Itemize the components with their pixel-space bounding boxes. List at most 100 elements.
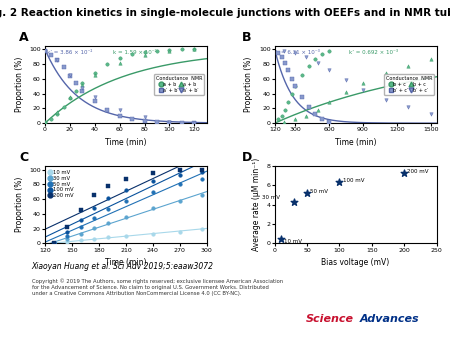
Point xyxy=(104,220,112,225)
Point xyxy=(91,225,98,231)
Point xyxy=(54,110,61,115)
Point xyxy=(278,113,285,119)
Point xyxy=(405,63,412,68)
Point xyxy=(48,116,55,121)
Text: Advances: Advances xyxy=(360,314,419,324)
Point xyxy=(166,119,173,124)
Point xyxy=(91,98,99,104)
Point xyxy=(405,104,412,110)
Point xyxy=(122,176,130,182)
Point xyxy=(176,229,184,234)
Point xyxy=(54,112,61,117)
Point xyxy=(104,107,111,113)
Point xyxy=(64,230,71,235)
Point xyxy=(116,107,123,113)
Point xyxy=(278,236,285,241)
Point xyxy=(427,111,434,116)
Point xyxy=(91,236,98,242)
Legend: a + b, a′ + b′, a + b, a′ + b′: a + b, a′ + b′, a + b, a′ + b′ xyxy=(154,74,204,95)
Point xyxy=(298,72,306,78)
Point xyxy=(199,176,206,182)
Point xyxy=(116,113,123,119)
Point xyxy=(50,241,58,246)
Point xyxy=(166,120,173,126)
Point xyxy=(303,113,310,119)
Point xyxy=(382,70,389,76)
Point xyxy=(66,95,73,101)
Text: C: C xyxy=(19,151,28,164)
Point xyxy=(60,64,67,70)
Point xyxy=(50,241,58,246)
Point xyxy=(176,182,184,187)
Point xyxy=(325,100,333,105)
Point xyxy=(41,48,49,53)
Point xyxy=(153,120,161,125)
Point xyxy=(292,83,299,89)
Point xyxy=(79,88,86,93)
Point xyxy=(199,169,206,174)
Point xyxy=(427,56,434,62)
Point xyxy=(360,80,367,85)
Point xyxy=(66,95,73,100)
Point xyxy=(116,55,123,61)
Text: k = 1.59 × 10⁻²: k = 1.59 × 10⁻² xyxy=(113,49,157,54)
Legend: 10 mV, 30 mV, 50 mV, 100 mV, 200 mV: 10 mV, 30 mV, 50 mV, 100 mV, 200 mV xyxy=(48,168,75,200)
Text: A: A xyxy=(19,31,29,44)
Point xyxy=(312,111,319,116)
Point xyxy=(305,104,312,110)
Point xyxy=(122,233,130,239)
Point xyxy=(54,58,61,63)
Point xyxy=(91,205,98,211)
Point xyxy=(66,72,73,78)
Point xyxy=(298,95,306,100)
Point xyxy=(285,100,292,105)
Point xyxy=(116,60,123,65)
Point xyxy=(292,83,299,89)
Point xyxy=(50,241,58,246)
Point xyxy=(77,231,85,237)
Point xyxy=(149,178,157,184)
Text: Xiaoyan Huang et al. Sci Adv 2019;5:eaaw3072: Xiaoyan Huang et al. Sci Adv 2019;5:eaaw… xyxy=(32,262,213,271)
Point xyxy=(314,107,321,113)
Point xyxy=(141,50,148,55)
Text: B: B xyxy=(243,31,252,44)
Point xyxy=(199,193,206,198)
Point xyxy=(292,50,299,56)
Point xyxy=(104,207,112,212)
Point xyxy=(274,117,282,122)
Point xyxy=(199,226,206,231)
Point xyxy=(141,52,148,58)
Point xyxy=(281,107,288,113)
Point xyxy=(303,54,310,59)
Y-axis label: Proportion (%): Proportion (%) xyxy=(15,177,24,232)
Point xyxy=(285,67,292,73)
Point xyxy=(319,116,326,121)
Point xyxy=(104,235,112,240)
Text: 100 mV: 100 mV xyxy=(342,178,364,183)
Text: 50 mV: 50 mV xyxy=(310,189,328,194)
Point xyxy=(342,78,350,83)
X-axis label: Time (min): Time (min) xyxy=(105,258,147,267)
Point xyxy=(191,47,198,52)
Point xyxy=(280,119,288,124)
X-axis label: Time (min): Time (min) xyxy=(335,138,376,147)
Point xyxy=(314,60,321,65)
Point xyxy=(281,60,288,65)
Point xyxy=(319,51,326,56)
Y-axis label: Proportion (%): Proportion (%) xyxy=(15,57,24,112)
Point xyxy=(122,198,130,204)
Point xyxy=(153,48,161,53)
Point xyxy=(149,205,157,211)
Point xyxy=(41,48,49,53)
Text: k = 6.31 × 10⁻³: k = 6.31 × 10⁻³ xyxy=(276,49,320,54)
Point xyxy=(64,233,71,239)
Point xyxy=(382,97,389,102)
Point xyxy=(60,104,67,110)
Text: Fig. 2 Reaction kinetics in single-molecule junctions with OEEFs and in NMR tube: Fig. 2 Reaction kinetics in single-molec… xyxy=(0,8,450,19)
Point xyxy=(305,63,312,68)
Point xyxy=(104,62,111,67)
Point xyxy=(303,190,310,196)
Point xyxy=(41,119,49,124)
Point xyxy=(274,50,282,56)
Point xyxy=(325,67,333,73)
